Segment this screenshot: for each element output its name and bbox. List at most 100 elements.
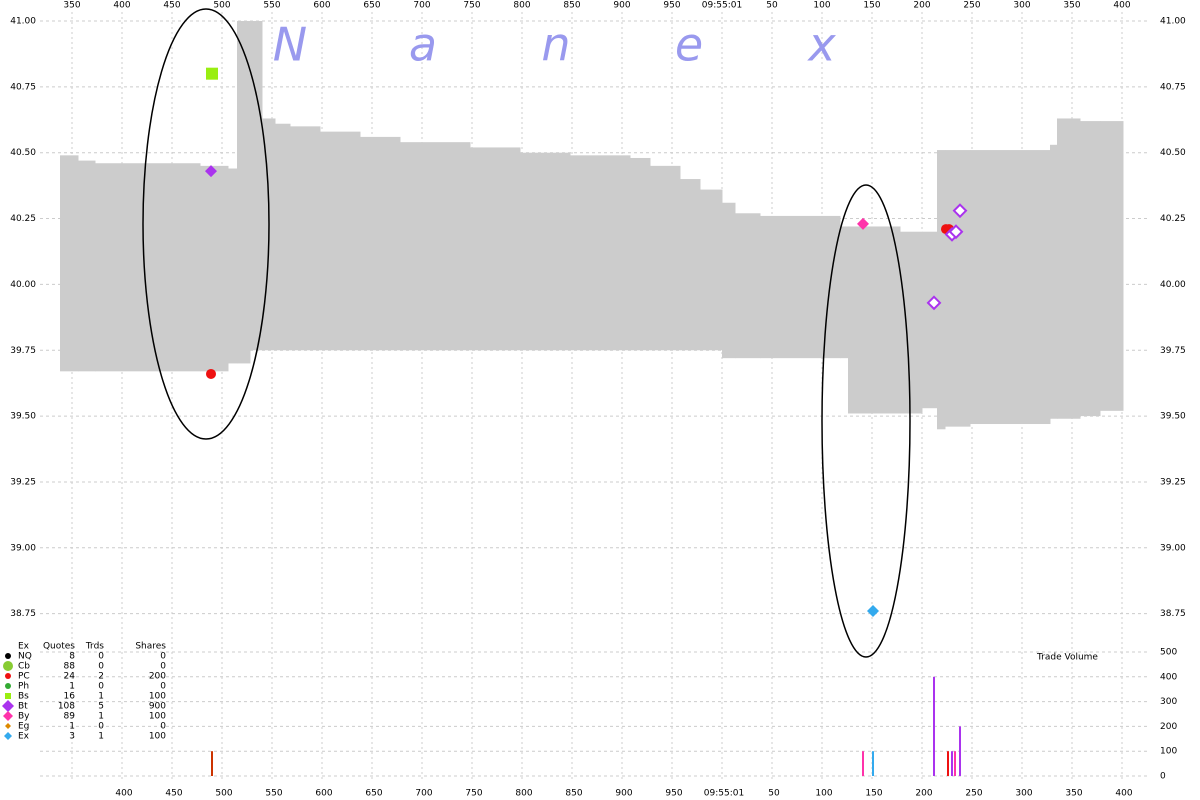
x-tick-label: 250 xyxy=(965,789,982,799)
x-tick-label: 850 xyxy=(563,1,580,11)
y-tick-label: 200 xyxy=(1160,722,1177,732)
quote-band xyxy=(937,150,946,430)
x-tick-label: 650 xyxy=(365,789,382,799)
quote-band xyxy=(78,160,96,372)
table-cell: Bt xyxy=(18,702,28,712)
y-tick-label: 40.75 xyxy=(1160,82,1186,92)
y-tick-label: 40.75 xyxy=(10,82,36,92)
quote-band xyxy=(520,152,571,351)
y-tick-label: 39.50 xyxy=(1160,412,1186,422)
quote-band xyxy=(250,21,263,351)
table-cell: 24 xyxy=(64,672,76,682)
x-tick-label: 300 xyxy=(1013,1,1030,11)
x-tick-label: 700 xyxy=(415,789,432,799)
quote-band xyxy=(200,165,229,372)
volume-bar xyxy=(959,726,961,776)
table-header: Ex xyxy=(18,642,30,652)
table-header: Shares xyxy=(135,642,166,652)
quote-band xyxy=(945,150,971,427)
table-cell: 0 xyxy=(98,652,104,662)
x-tick-label: 750 xyxy=(465,789,482,799)
quote-band xyxy=(700,189,723,351)
table-cell: 100 xyxy=(149,692,166,702)
watermark: n xyxy=(541,18,570,72)
x-tick-label: 700 xyxy=(413,1,430,11)
table-cell: 0 xyxy=(98,722,104,732)
trade-marker xyxy=(206,67,218,80)
x-tick-label: 450 xyxy=(165,789,182,799)
x-tick-label: 750 xyxy=(463,1,480,11)
table-header: Quotes xyxy=(43,642,75,652)
quote-band xyxy=(320,131,361,351)
quote-band xyxy=(848,226,901,414)
watermark: x xyxy=(806,18,836,72)
exchange-symbol xyxy=(2,700,14,712)
quote-band xyxy=(650,165,681,351)
table-cell: 1 xyxy=(98,712,104,722)
x-tick-label: 950 xyxy=(665,789,682,799)
exchange-symbol xyxy=(5,673,11,679)
x-tick-label: 800 xyxy=(513,1,530,11)
x-tick-label: 600 xyxy=(313,1,330,11)
x-tick-label: 100 xyxy=(813,1,830,11)
y-tick-label: 38.75 xyxy=(10,609,36,619)
x-tick-label: 200 xyxy=(913,1,930,11)
quote-band xyxy=(900,231,923,414)
trade-marker xyxy=(205,165,217,178)
volume-bar xyxy=(862,751,864,776)
x-tick-label: 600 xyxy=(315,789,332,799)
table-cell: 1 xyxy=(69,722,75,732)
table-cell: 1 xyxy=(69,682,75,692)
table-cell: 1 xyxy=(98,732,104,742)
table-cell: 1 xyxy=(98,692,104,702)
annotation-ellipse xyxy=(821,184,911,658)
y-tick-label: 39.25 xyxy=(10,477,36,487)
y-tick-label: 40.50 xyxy=(10,148,36,158)
table-cell: 2 xyxy=(98,672,104,682)
quote-band xyxy=(970,150,1051,425)
exchange-symbol xyxy=(5,693,11,699)
trade-marker xyxy=(926,295,942,311)
y-tick-label: 400 xyxy=(1160,672,1177,682)
quote-band xyxy=(1100,121,1124,411)
table-cell: 100 xyxy=(149,712,166,722)
x-tick-label: 09:55:01 xyxy=(702,1,742,11)
x-tick-label: 350 xyxy=(1063,1,1080,11)
y-tick-label: 38.75 xyxy=(1160,609,1186,619)
table-cell: 16 xyxy=(64,692,76,702)
x-tick-label: 50 xyxy=(766,1,778,11)
y-tick-label: 39.75 xyxy=(10,346,36,356)
watermark: a xyxy=(409,18,437,72)
y-tick-label: 41.00 xyxy=(10,17,36,27)
y-tick-label: 40.25 xyxy=(1160,214,1186,224)
volume-bar xyxy=(954,751,956,776)
volume-bar xyxy=(211,751,213,776)
x-tick-label: 400 xyxy=(1115,789,1132,799)
table-cell: Bs xyxy=(18,692,29,702)
table-cell: 88 xyxy=(64,662,76,672)
volume-bar xyxy=(872,751,874,776)
quote-band xyxy=(228,168,238,364)
y-tick-label: 100 xyxy=(1160,747,1177,757)
table-cell: 100 xyxy=(149,732,166,742)
table-cell: By xyxy=(18,712,30,722)
y-tick-label: 39.00 xyxy=(10,543,36,553)
x-tick-label: 50 xyxy=(768,789,780,799)
quote-band xyxy=(735,213,761,359)
watermark: N xyxy=(273,18,307,72)
x-tick-label: 500 xyxy=(213,1,230,11)
table-cell: NQ xyxy=(18,652,32,662)
table-cell: 0 xyxy=(160,662,166,672)
x-tick-label: 400 xyxy=(1113,1,1130,11)
quote-band xyxy=(570,155,631,351)
volume-bar xyxy=(951,751,953,776)
table-header: Trds xyxy=(85,642,104,652)
x-tick-label: 200 xyxy=(915,789,932,799)
y-tick-label: 0 xyxy=(1160,772,1166,782)
exchange-symbol xyxy=(5,683,11,689)
x-tick-label: 150 xyxy=(863,1,880,11)
quote-band xyxy=(680,179,701,351)
quote-band xyxy=(1080,121,1101,417)
trade-marker xyxy=(952,203,968,219)
